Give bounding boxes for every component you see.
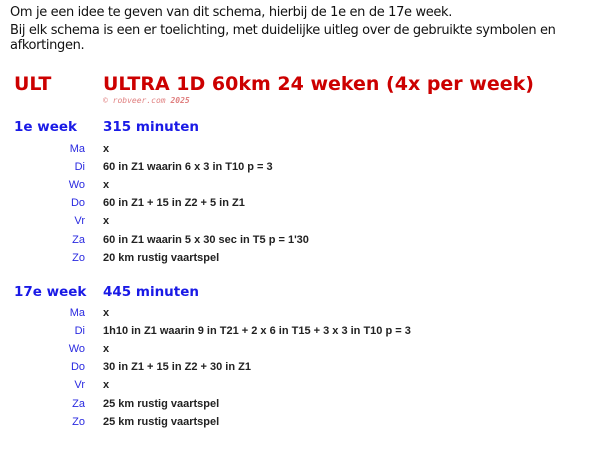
day-row: Zo 20 km rustig vaartspel — [0, 252, 600, 270]
day-label: Zo — [72, 251, 85, 264]
day-row: Do 60 in Z1 + 15 in Z2 + 5 in Z1 — [0, 197, 600, 215]
day-label: Di — [74, 161, 85, 174]
day-plan: 25 km rustig vaartspel — [103, 415, 220, 428]
day-plan: x — [103, 379, 110, 392]
day-row: Za 25 km rustig vaartspel — [0, 398, 600, 416]
day-label: Do — [70, 197, 85, 210]
day-plan: x — [103, 179, 110, 192]
day-row: Ma x — [0, 143, 600, 161]
day-label: Za — [72, 397, 85, 410]
day-row: Zo 25 km rustig vaartspel — [0, 416, 600, 434]
day-plan: 30 in Z1 + 15 in Z2 + 30 in Z1 — [103, 361, 251, 374]
week-label: 17e week — [14, 284, 87, 300]
day-row: Do 30 in Z1 + 15 in Z2 + 30 in Z1 — [0, 361, 600, 379]
day-label: Wo — [68, 343, 85, 356]
day-label: Di — [74, 325, 85, 338]
day-plan: 60 in Z1 waarin 6 x 3 in T10 p = 3 — [103, 161, 273, 174]
day-plan: x — [103, 143, 110, 155]
day-plan: x — [103, 215, 110, 228]
schema-code: ULT — [14, 73, 52, 95]
day-plan: 60 in Z1 + 15 in Z2 + 5 in Z1 — [103, 197, 245, 210]
week-total: 315 minuten — [103, 119, 200, 135]
day-row: Wo x — [0, 179, 600, 197]
day-plan: 60 in Z1 waarin 5 x 30 sec in T5 p = 1'3… — [103, 233, 309, 246]
day-label: Zo — [72, 415, 85, 428]
day-row: Vr x — [0, 215, 600, 233]
day-label: Vr — [74, 379, 85, 392]
day-row: Za 60 in Z1 waarin 5 x 30 sec in T5 p = 1… — [0, 234, 600, 252]
day-label: Ma — [69, 307, 85, 319]
day-plan: 25 km rustig vaartspel — [103, 397, 220, 410]
day-label: Ma — [69, 143, 85, 155]
day-label: Za — [72, 233, 85, 246]
day-plan: x — [103, 343, 110, 356]
schema-title: ULTRA 1D 60km 24 weken (4x per week) — [103, 73, 534, 95]
day-row: Di 60 in Z1 waarin 6 x 3 in T10 p = 3 — [0, 161, 600, 179]
day-label: Do — [70, 361, 85, 374]
intro-line-2: Bij elk schema is een er toelichting, me… — [10, 23, 556, 53]
copyright: © robveer.com 2025 — [103, 96, 190, 105]
day-row: Wo x — [0, 343, 600, 361]
day-row: Ma x — [0, 307, 600, 325]
day-label: Wo — [68, 179, 85, 192]
day-plan: 1h10 in Z1 waarin 9 in T21 + 2 x 6 in T1… — [103, 325, 411, 338]
week-total: 445 minuten — [103, 284, 200, 300]
intro-line-1: Om je een idee te geven van dit schema, … — [10, 5, 452, 20]
day-row: Di 1h10 in Z1 waarin 9 in T21 + 2 x 6 in … — [0, 325, 600, 343]
day-row: Vr x — [0, 379, 600, 397]
day-plan: x — [103, 307, 110, 319]
day-label: Vr — [74, 215, 85, 228]
day-plan: 20 km rustig vaartspel — [103, 251, 220, 264]
week-label: 1e week — [14, 119, 78, 135]
